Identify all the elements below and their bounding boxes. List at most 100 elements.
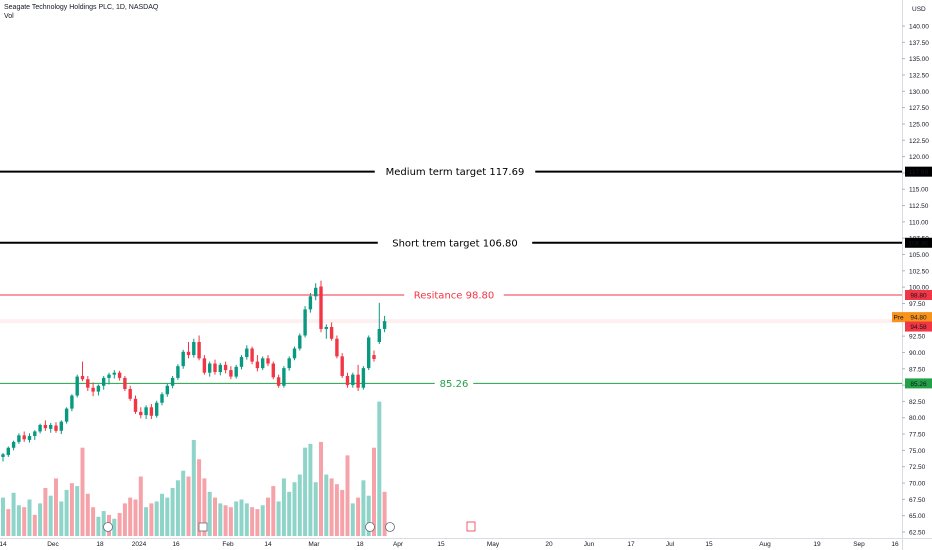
candle-body	[133, 398, 138, 412]
time-tick-label: 14	[0, 541, 7, 548]
level-label-bg	[434, 376, 474, 391]
candle-body	[213, 363, 217, 373]
time-tick-label: 2024	[132, 541, 147, 548]
candle-body	[102, 377, 106, 386]
event-marker-icon	[198, 522, 208, 532]
candle-body	[202, 358, 207, 373]
price-axis[interactable]: 62.50 65.00 67.50 70.00 72.50 75.00 77.50 80.00…	[902, 24, 929, 537]
volume-bar	[101, 511, 106, 536]
volume-bar	[255, 509, 260, 536]
time-tick-label: 16	[172, 541, 180, 548]
candle-body	[107, 374, 111, 378]
candle-body	[70, 395, 74, 409]
price-tick-label: 130.00	[909, 89, 929, 96]
volume-bar	[350, 503, 355, 536]
volume-bar	[54, 478, 58, 536]
time-tick-label: 15	[437, 541, 445, 548]
price-tick-label: 120.00	[909, 154, 929, 161]
volume-bar	[281, 478, 286, 536]
volume-bar	[218, 503, 223, 536]
candle-body	[128, 389, 132, 399]
time-axis[interactable]: 14 Dec 18 2024 16 Feb 14 Mar 18 Apr 15 May 20 Jun 17 Ju…	[0, 541, 899, 548]
volume-bar	[59, 501, 64, 536]
currency-label: USD	[912, 6, 926, 13]
volume-indicator-label: Vol	[4, 13, 14, 20]
candle-body	[229, 370, 233, 377]
candle-body	[59, 421, 63, 431]
volume-bar	[313, 482, 318, 536]
volume-bar	[260, 505, 265, 536]
level-label-bg	[404, 287, 504, 302]
level-price-tag	[905, 289, 932, 300]
price-tick-label: 102.50	[909, 268, 929, 275]
volume-bar	[197, 459, 202, 536]
volume-bar	[271, 486, 276, 536]
volume-bar	[91, 507, 96, 536]
time-tick-label: 16	[891, 541, 899, 548]
time-tick-label: 15	[705, 541, 713, 548]
candle-body	[298, 335, 302, 349]
volume-bar	[186, 476, 191, 536]
price-tick-label: 110.00	[909, 219, 929, 226]
time-tick-label: 17	[627, 541, 635, 548]
volume-bar	[292, 482, 297, 536]
candle-body	[197, 342, 201, 359]
time-tick-label: Dec	[47, 541, 59, 548]
candle-body	[345, 375, 350, 386]
candle-body	[382, 321, 387, 329]
price-tick-label: 90.00	[909, 350, 926, 357]
price-tick-label: 137.50	[909, 40, 929, 47]
candle-body	[367, 337, 371, 369]
volume-bar	[244, 503, 249, 536]
level-price-tag	[905, 166, 932, 177]
volume-bar	[64, 489, 69, 536]
candle-body	[149, 407, 154, 416]
pre-market-tag	[892, 312, 905, 323]
volume-bar	[160, 493, 164, 536]
level-label: 85.26	[440, 379, 469, 390]
volume-bar	[22, 507, 27, 536]
candle-body	[372, 355, 376, 359]
time-tick-label: Aug	[759, 541, 771, 548]
candle-body	[54, 425, 58, 431]
candle-body	[234, 366, 238, 377]
volume-bar	[48, 495, 53, 536]
candle-body	[282, 368, 286, 386]
volume-bar	[133, 499, 138, 536]
time-tick-label: 18	[96, 541, 104, 548]
volume-bar	[366, 495, 371, 536]
level-price-tag-text: 98.80	[910, 292, 927, 299]
candle-body	[261, 358, 265, 369]
volume-bar	[149, 503, 154, 536]
volume-bar	[165, 497, 170, 536]
volume-bar	[154, 501, 159, 536]
price-tick-label: 135.00	[909, 56, 929, 63]
price-tick-label: 97.50	[909, 301, 926, 308]
volume-bar	[16, 505, 21, 536]
price-tick-label: 82.50	[909, 399, 926, 406]
candle-body	[250, 348, 254, 362]
level-price-tag-text: 117.69	[909, 169, 929, 176]
price-tick-label: 100.00	[909, 285, 929, 292]
level-price-tag-text: 106.80	[909, 240, 929, 247]
candle-body	[314, 287, 318, 297]
candle-body	[6, 447, 10, 455]
level-label: Short trem target 106.80	[392, 238, 517, 249]
candle-body	[91, 387, 95, 392]
level-label: Medium term target 117.69	[386, 167, 525, 178]
volume-bar	[11, 492, 16, 536]
volume-bar	[239, 499, 244, 536]
candle-body	[96, 385, 101, 392]
time-tick-label: Apr	[393, 541, 404, 548]
candle-body	[255, 361, 260, 369]
candle-body	[308, 296, 313, 310]
volume-bar	[175, 480, 180, 536]
candle-body	[117, 372, 122, 378]
volume-layer	[1, 401, 387, 536]
volume-bar	[170, 488, 175, 536]
candle-body	[239, 357, 244, 367]
price-tick-label: 105.00	[909, 252, 929, 259]
candles-layer	[1, 280, 387, 462]
time-tick-label: 14	[264, 541, 272, 548]
